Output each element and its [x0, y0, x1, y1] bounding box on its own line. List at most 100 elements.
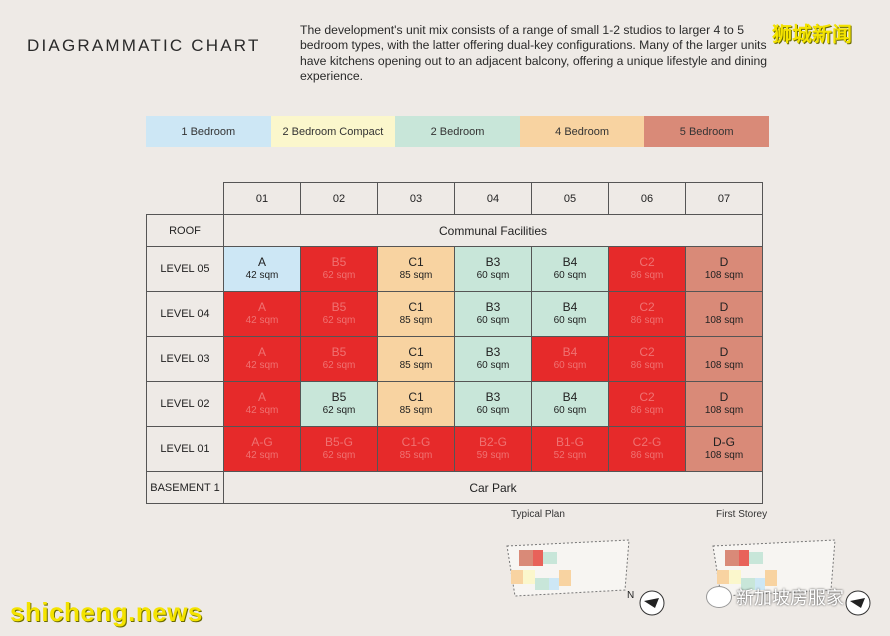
unit-cell: B3 60 sqm: [454, 291, 532, 337]
roof-content: Communal Facilities: [223, 214, 763, 247]
unit-cell: B3 60 sqm: [454, 246, 532, 292]
unit-size: 85 sqm: [399, 360, 433, 371]
unit-code: A-G: [251, 435, 273, 449]
unit-size: 108 sqm: [704, 360, 744, 371]
unit-size: 52 sqm: [553, 450, 587, 461]
unit-size: 60 sqm: [476, 315, 510, 326]
level-label: LEVEL 03: [146, 336, 224, 382]
unit-grid: 01 02 03 04 05 06 07 ROOF Communal Facilities LEV…: [146, 182, 763, 504]
level-row: LEVEL 03 A 42 sqm B5 62 sqm C1 85 sqm B3 60 sqm B…: [146, 336, 763, 382]
roof-label: ROOF: [146, 214, 224, 247]
unit-size: 108 sqm: [704, 450, 744, 461]
unit-code: C1-G: [401, 435, 431, 449]
unit-cell: D 108 sqm: [685, 381, 763, 427]
column-header: 05: [531, 182, 609, 215]
unit-cell: B1-G 52 sqm: [531, 426, 609, 472]
unit-cell: B3 60 sqm: [454, 336, 532, 382]
unit-code: C1: [408, 255, 424, 269]
unit-code: C2-G: [632, 435, 662, 449]
unit-code: D: [719, 300, 729, 314]
unit-cell: B5-G 62 sqm: [300, 426, 378, 472]
column-header: 04: [454, 182, 532, 215]
unit-code: A: [257, 255, 266, 269]
unit-size: 42 sqm: [245, 405, 279, 416]
unit-size: 60 sqm: [553, 270, 587, 281]
unit-cell: B4 60 sqm: [531, 336, 609, 382]
unit-code: B4: [562, 300, 578, 314]
unit-code: D: [719, 345, 729, 359]
unit-cell: B5 62 sqm: [300, 246, 378, 292]
unit-code: B5: [331, 255, 347, 269]
unit-size: 60 sqm: [476, 270, 510, 281]
unit-code: B3: [485, 300, 501, 314]
unit-size: 85 sqm: [399, 315, 433, 326]
unit-code: C1: [408, 345, 424, 359]
unit-code: B3: [485, 345, 501, 359]
unit-size: 42 sqm: [245, 450, 279, 461]
unit-cell: B5 62 sqm: [300, 291, 378, 337]
column-header: 01: [223, 182, 301, 215]
unit-code: A: [257, 390, 266, 404]
unit-cell: D 108 sqm: [685, 336, 763, 382]
unit-code: B5: [331, 390, 347, 404]
unit-size: 42 sqm: [245, 270, 279, 281]
level-row: LEVEL 04 A 42 sqm B5 62 sqm C1 85 sqm B3 60 sqm B…: [146, 291, 763, 337]
level-label: LEVEL 02: [146, 381, 224, 427]
unit-cell: C2-G 86 sqm: [608, 426, 686, 472]
unit-code: B4: [562, 390, 578, 404]
corner-cell: [147, 183, 224, 215]
first-storey-label: First Storey: [716, 509, 768, 520]
unit-code: B5: [331, 345, 347, 359]
watermark-bottom: shicheng.news: [10, 597, 203, 627]
unit-cell: A 42 sqm: [223, 381, 301, 427]
legend-item: 1 Bedroom: [146, 116, 271, 147]
unit-cell: D 108 sqm: [685, 291, 763, 337]
compass-icon-2: [845, 590, 871, 616]
wechat-label: 新加坡房服家: [736, 588, 844, 609]
unit-size: 86 sqm: [630, 450, 664, 461]
unit-size: 85 sqm: [399, 405, 433, 416]
unit-code: C1: [408, 300, 424, 314]
unit-cell: C1-G 85 sqm: [377, 426, 455, 472]
unit-code: C2: [639, 255, 655, 269]
level-row: LEVEL 05 A 42 sqm B5 62 sqm C1 85 sqm B3 60 sqm B…: [146, 246, 763, 292]
compass-n-label: N: [627, 590, 635, 601]
unit-size: 60 sqm: [476, 360, 510, 371]
unit-size: 62 sqm: [322, 360, 356, 371]
unit-code: C2: [639, 300, 655, 314]
unit-size: 108 sqm: [704, 405, 744, 416]
level-row: LEVEL 01 A-G 42 sqm B5-G 62 sqm C1-G 85 sqm B2-…: [146, 426, 763, 472]
first-storey-thumbnail: [712, 539, 836, 597]
unit-cell: B5 62 sqm: [300, 336, 378, 382]
unit-code: D: [719, 390, 729, 404]
unit-size: 42 sqm: [245, 315, 279, 326]
chart-title: DIAGRAMMATIC CHART: [27, 36, 261, 55]
unit-cell: C1 85 sqm: [377, 336, 455, 382]
roof-row: ROOF Communal Facilities: [146, 214, 763, 247]
unit-cell: C2 86 sqm: [608, 336, 686, 382]
unit-cell: C1 85 sqm: [377, 381, 455, 427]
unit-code: A: [257, 300, 266, 314]
legend-item: 4 Bedroom: [519, 116, 645, 147]
column-header: 02: [300, 182, 378, 215]
unit-size: 86 sqm: [630, 405, 664, 416]
unit-code: B2-G: [478, 435, 507, 449]
level-row: LEVEL 02 A 42 sqm B5 62 sqm C1 85 sqm B3 60 sqm B…: [146, 381, 763, 427]
legend-item: 2 Bedroom Compact: [270, 116, 396, 147]
unit-code: D: [719, 255, 729, 269]
unit-code: C2: [639, 345, 655, 359]
column-header-row: 01 02 03 04 05 06 07: [147, 182, 763, 215]
level-label: LEVEL 04: [146, 291, 224, 337]
unit-size: 85 sqm: [399, 270, 433, 281]
unit-code: B4: [562, 255, 578, 269]
unit-cell: C1 85 sqm: [377, 291, 455, 337]
wechat-icon: [706, 586, 732, 608]
unit-cell: B3 60 sqm: [454, 381, 532, 427]
unit-size: 60 sqm: [553, 315, 587, 326]
description-text: The development's unit mix consists of a…: [300, 23, 768, 84]
unit-size: 86 sqm: [630, 360, 664, 371]
unit-code: B3: [485, 390, 501, 404]
unit-code: B1-G: [555, 435, 584, 449]
unit-code: C1: [408, 390, 424, 404]
compass-icon: [639, 590, 665, 616]
